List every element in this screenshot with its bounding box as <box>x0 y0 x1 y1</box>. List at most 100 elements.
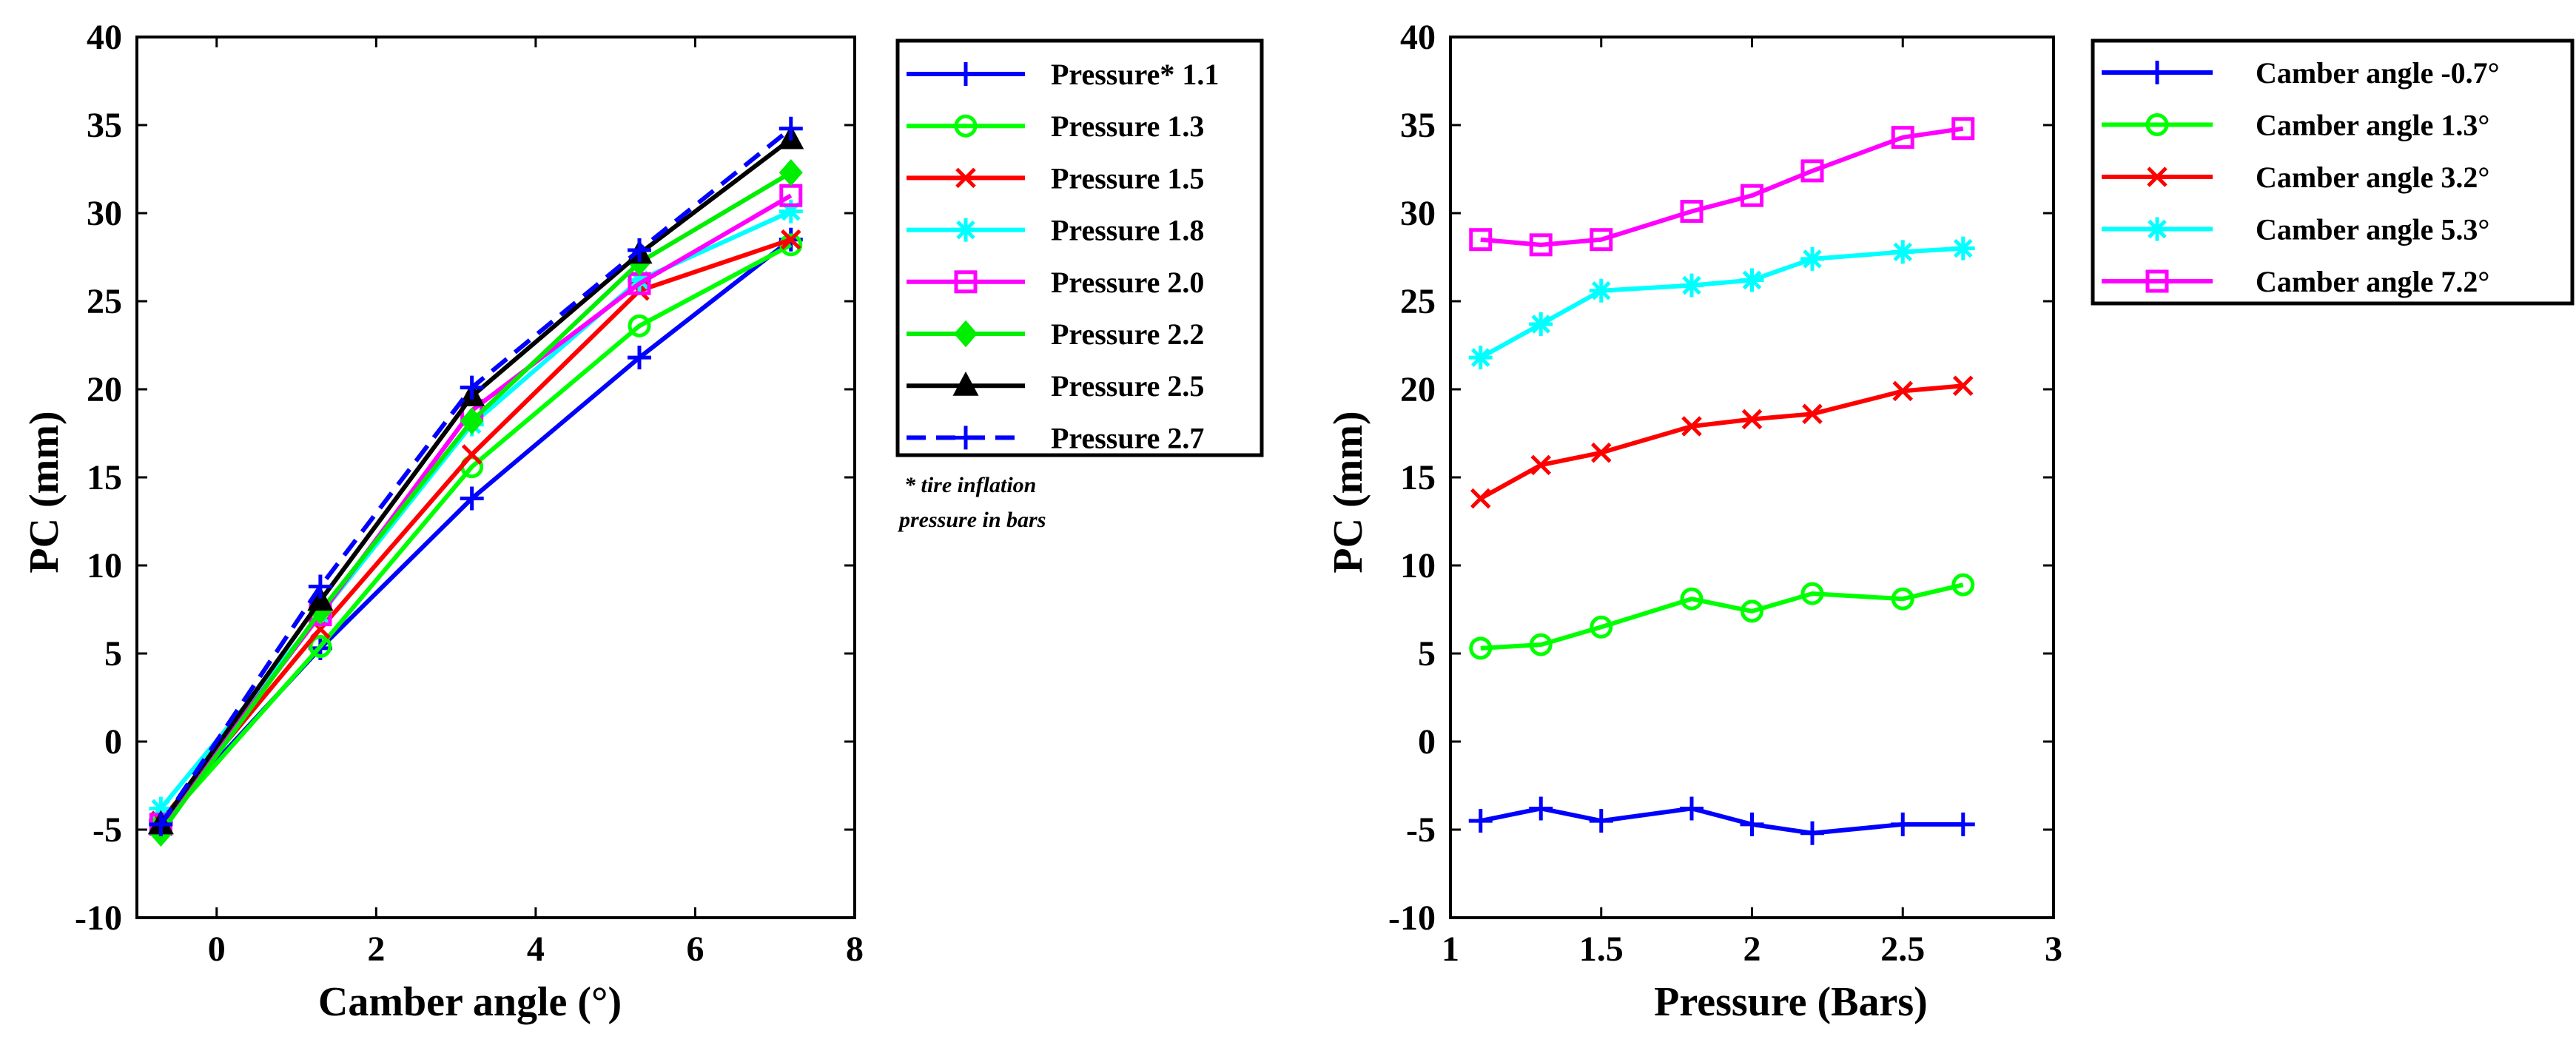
left-series-7-point <box>460 375 484 400</box>
right-series-1-point <box>1529 633 1553 656</box>
left-ytick-label: 40 <box>87 18 122 57</box>
right-ytick-label: 40 <box>1400 18 1436 57</box>
right-legend-marker-2 <box>2147 167 2168 187</box>
left-xtick-label: 0 <box>208 930 226 969</box>
legend-right: Camber angle -0.7° Camber angle 1.3° Cambe… <box>2091 38 2575 306</box>
right-series-0-point <box>1468 809 1493 833</box>
right-series-1-point <box>1469 636 1493 660</box>
left-series-7-point <box>628 238 651 262</box>
right-series-4-point <box>1891 126 1914 149</box>
chart-left: -10 -5 0 5 10 15 20 25 30 35 40 0 2 4 6 8 Camber angle … <box>21 18 864 1025</box>
right-series-2-point <box>1892 380 1914 402</box>
right-series-4-point <box>1529 233 1553 257</box>
left-series-2-point <box>461 444 482 465</box>
left-series-1-point <box>309 634 332 658</box>
right-series-2-point <box>1681 416 1702 437</box>
right-series-4-point <box>1469 228 1493 252</box>
note-line-2: pressure in bars <box>897 508 1046 532</box>
left-x-axis-label: Camber angle (°) <box>318 979 622 1025</box>
right-xtick-label: 1 <box>1442 930 1459 969</box>
right-ytick-label: 10 <box>1400 546 1436 585</box>
right-legend-label-4: Camber angle 7.2° <box>2256 265 2489 298</box>
right-ytick-label: 20 <box>1400 370 1436 409</box>
right-series-line-0 <box>1480 806 1963 836</box>
left-ytick-label: 15 <box>87 458 122 497</box>
left-legend-marker-7 <box>954 426 978 450</box>
left-ytick-label: 35 <box>87 106 122 145</box>
right-ytick-label: 30 <box>1400 194 1436 233</box>
left-ytick-label: -5 <box>93 810 122 850</box>
left-legend-marker-3 <box>954 218 978 242</box>
left-series-line-1 <box>159 243 793 828</box>
legend-left-items: Pressure* 1.1 Pressure 1.3 Pressure 1.5 Pre… <box>907 58 1219 454</box>
left-series-7-point <box>778 116 803 141</box>
left-legend-marker-6 <box>952 372 979 396</box>
right-series-2-point <box>1590 442 1612 463</box>
left-ytick-label: -10 <box>75 898 122 938</box>
right-x-axis-label: Pressure (Bars) <box>1654 979 1928 1025</box>
left-xtick-label: 6 <box>686 930 704 969</box>
right-ytick-label: 0 <box>1418 722 1436 762</box>
left-legend-label-5: Pressure 2.2 <box>1051 317 1204 351</box>
left-legend-label-4: Pressure 2.0 <box>1051 266 1204 299</box>
right-series-4-point <box>1800 159 1824 183</box>
right-series-4-point <box>1741 184 1763 207</box>
right-series-2-point <box>1802 403 1823 425</box>
left-ytick-label: 25 <box>87 282 122 321</box>
note-line-1: * tire inflation <box>904 473 1036 497</box>
right-ytick-label: 25 <box>1400 282 1436 321</box>
left-series-2-point <box>781 229 801 250</box>
right-series-0-point <box>1529 796 1553 821</box>
left-legend-label-3: Pressure 1.8 <box>1051 214 1204 247</box>
left-series-3-point <box>778 199 803 224</box>
right-series-0-point <box>1680 796 1704 821</box>
left-ytick-label: 10 <box>87 546 122 585</box>
left-series-0-point <box>628 346 651 370</box>
left-series-7-point <box>149 812 173 836</box>
right-series-2-point <box>1470 488 1491 509</box>
left-xtick-label: 2 <box>367 930 385 969</box>
right-legend-label-3: Camber angle 5.3° <box>2256 213 2489 246</box>
right-series-1-point <box>1951 573 1975 597</box>
left-legend-marker-5 <box>954 320 978 348</box>
left-series <box>147 116 804 847</box>
right-series <box>1468 117 1975 845</box>
left-legend-marker-2 <box>955 167 976 189</box>
left-series-5-point <box>778 158 803 187</box>
right-series-3-point <box>1800 246 1824 271</box>
right-series-3-point <box>1680 273 1704 298</box>
right-series-3-point <box>1891 240 1915 264</box>
right-legend-box <box>2091 38 2575 306</box>
right-series-3-point <box>1468 346 1493 370</box>
right-series-3-point <box>1740 268 1764 292</box>
right-series-1-point <box>1741 599 1763 623</box>
right-series-4-point <box>1590 228 1613 252</box>
left-legend-marker-0 <box>954 62 978 86</box>
legend-right-items: Camber angle -0.7° Camber angle 1.3° Cambe… <box>2102 56 2500 298</box>
right-legend-label-1: Camber angle 1.3° <box>2256 109 2489 142</box>
right-series-4-point <box>1951 117 1975 141</box>
chart-right: -10 -5 0 5 10 15 20 25 30 35 40 1 1.5 2 2.5 3 Pressure … <box>1325 18 2062 1025</box>
legend-left: Pressure* 1.1 Pressure 1.3 Pressure 1.5 Pre… <box>895 38 1264 457</box>
right-series-line-2 <box>1479 383 1964 501</box>
right-series-1-point <box>1590 615 1613 639</box>
right-series-0-point <box>1740 812 1764 836</box>
right-series-0-point <box>1589 809 1613 833</box>
left-series-0-point <box>460 486 484 511</box>
right-ytick-label: -10 <box>1388 898 1436 938</box>
right-y-axis-label: PC (mm) <box>1325 411 1371 573</box>
right-series-1-point <box>1680 587 1704 611</box>
left-ytick-label: 0 <box>104 722 122 762</box>
left-ytick-label: 20 <box>87 370 122 409</box>
left-legend-label-0: Pressure* 1.1 <box>1051 58 1219 91</box>
right-series-0-point <box>1800 821 1824 845</box>
left-series-7-point <box>308 574 332 599</box>
right-legend-marker-1 <box>2145 113 2169 136</box>
left-ytick-label: 30 <box>87 194 122 233</box>
right-series-0-point <box>1891 812 1915 836</box>
left-legend-marker-4 <box>954 270 978 294</box>
right-series-2-point <box>1741 409 1763 430</box>
right-ytick-label: 5 <box>1418 634 1436 673</box>
left-xtick-label: 4 <box>527 930 545 969</box>
